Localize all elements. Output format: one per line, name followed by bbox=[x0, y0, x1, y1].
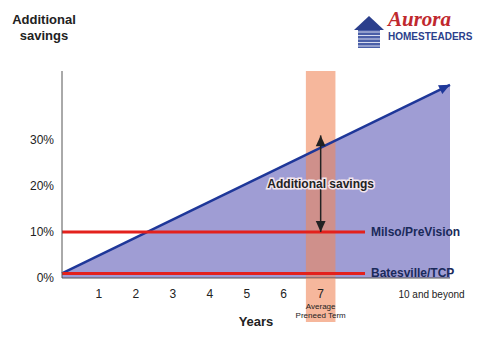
html-text:HOMESTEADERS: HOMESTEADERS bbox=[388, 31, 473, 42]
svg-text:2: 2 bbox=[133, 287, 140, 301]
html-text:Additional savings: Additional savings bbox=[12, 12, 76, 43]
svg-text:30%: 30% bbox=[30, 133, 54, 147]
svg-text:5: 5 bbox=[243, 287, 250, 301]
svg-text:6: 6 bbox=[280, 287, 287, 301]
svg-text:20%: 20% bbox=[30, 179, 54, 193]
svg-text:4: 4 bbox=[206, 287, 213, 301]
svg-text:3: 3 bbox=[170, 287, 177, 301]
svg-text:Years: Years bbox=[239, 314, 274, 329]
svg-text:Additional savings: Additional savings bbox=[267, 177, 374, 191]
svg-text:AveragePreneed Term: AveragePreneed Term bbox=[296, 302, 346, 320]
svg-text:10 and beyond: 10 and beyond bbox=[398, 289, 464, 300]
svg-text:1: 1 bbox=[96, 287, 103, 301]
svg-text:10%: 10% bbox=[30, 225, 54, 239]
svg-text:Milso/PreVision: Milso/PreVision bbox=[371, 225, 460, 239]
svg-text:0%: 0% bbox=[37, 271, 55, 285]
svg-text:7: 7 bbox=[317, 287, 324, 301]
html-text:Aurora: Aurora bbox=[388, 7, 451, 31]
svg-text:Batesville/TCP: Batesville/TCP bbox=[371, 266, 454, 280]
